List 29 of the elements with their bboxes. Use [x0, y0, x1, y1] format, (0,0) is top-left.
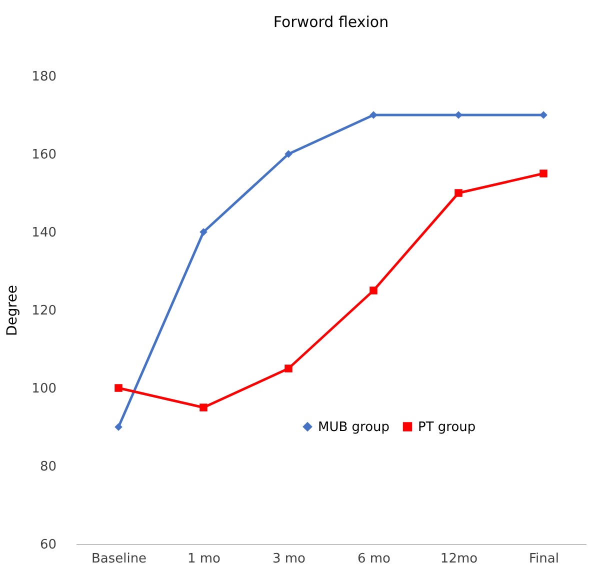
y-tick-label: 100 [32, 382, 56, 396]
y-tick-label: 60 [40, 538, 56, 552]
chart-title: Forword flexion [273, 13, 389, 31]
point [454, 111, 462, 119]
point [540, 170, 548, 178]
x-tick-label: 12mo [440, 552, 478, 566]
x-tick-label: 6 mo [357, 552, 391, 566]
x-tick-label: 3 mo [272, 552, 306, 566]
y-tick-label: 160 [32, 148, 56, 162]
point [200, 404, 208, 412]
y-tick-label: 140 [32, 226, 56, 240]
x-tick-label: 1 mo [187, 552, 221, 566]
y-tick-label: 120 [32, 304, 56, 318]
point [284, 150, 292, 158]
y-tick-label: 180 [32, 70, 56, 84]
point [114, 384, 122, 392]
point [540, 111, 548, 119]
point [454, 189, 462, 197]
legend-label: PT group [418, 420, 476, 435]
legend-label: MUB group [318, 420, 390, 435]
point [284, 364, 292, 372]
x-tick-label: Final [529, 552, 559, 566]
y-axis-title: Degree [4, 285, 21, 336]
y-tick-label: 80 [40, 460, 56, 474]
point [370, 111, 378, 119]
x-tick-label: Baseline [91, 552, 147, 566]
point [114, 423, 122, 431]
point [200, 228, 208, 236]
point [370, 286, 378, 294]
